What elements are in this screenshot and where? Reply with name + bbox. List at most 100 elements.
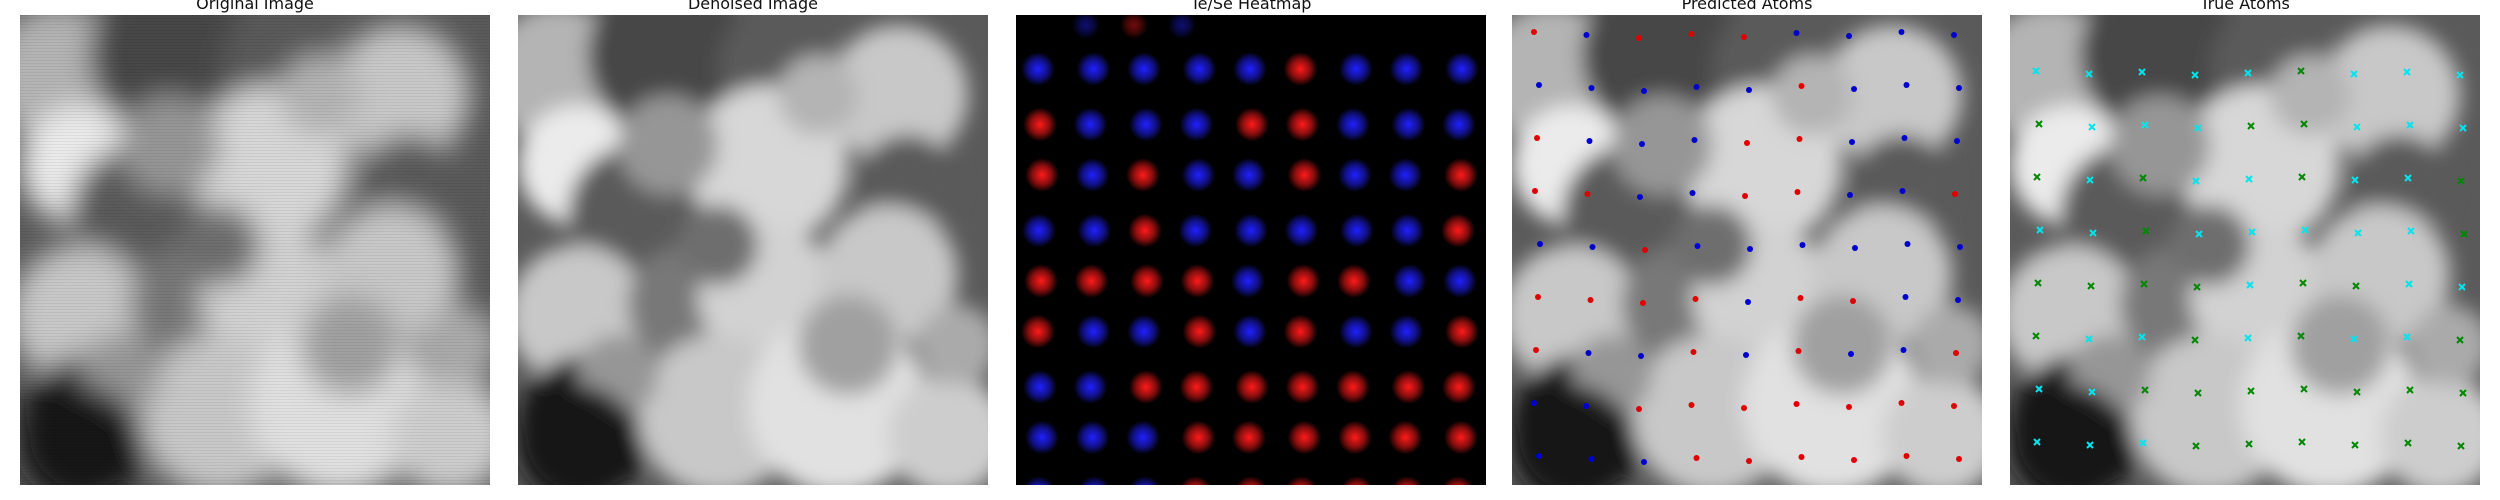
heatmap-peak-se xyxy=(1073,370,1108,404)
predicted-atom-se xyxy=(1586,138,1593,144)
true-atom-se xyxy=(2085,335,2093,343)
true-atom-se xyxy=(2194,124,2202,132)
true-atom-te xyxy=(2035,120,2043,128)
true-atom-se xyxy=(2456,71,2464,79)
predicted-atom-te xyxy=(1688,402,1695,408)
heatmap-peak-se xyxy=(1075,158,1110,192)
true-atom-te xyxy=(2297,67,2305,75)
predicted-atom-te xyxy=(1531,29,1537,35)
predicted-atom-te xyxy=(1793,401,1800,407)
heatmap-peak-se xyxy=(1233,314,1267,349)
true-atom-te xyxy=(2141,386,2149,394)
predicted-atom-se xyxy=(1583,32,1590,38)
true-atom-te xyxy=(2033,173,2041,181)
true-atom-se xyxy=(2301,226,2309,234)
heatmap-peak-te xyxy=(1336,370,1370,404)
predicted-atom-se xyxy=(1536,82,1542,88)
predicted-atom-te xyxy=(1797,295,1804,301)
true-atom-se xyxy=(2032,67,2040,75)
predicted-atom-te xyxy=(1534,135,1540,141)
predicted-atom-se xyxy=(1846,33,1852,39)
heatmap-peak-se xyxy=(1075,420,1110,455)
heatmap-peak-te xyxy=(1021,314,1055,349)
heatmap-peak-te xyxy=(1388,420,1423,455)
true-atom-se xyxy=(2248,228,2256,236)
true-atom-se xyxy=(2088,388,2096,396)
heatmap-peak-se xyxy=(1232,158,1266,192)
heatmap-image xyxy=(1016,15,1486,485)
predicted-atom-se xyxy=(1851,86,1857,92)
true-atom-te xyxy=(2297,332,2305,340)
heatmap-peak-se xyxy=(1025,420,1059,455)
heatmap-peak-se xyxy=(1390,213,1425,248)
predicted-atom-se xyxy=(1694,243,1701,249)
panel-original: Original Image xyxy=(20,0,490,500)
panel-title-denoised: Denoised Image xyxy=(687,0,819,13)
heatmap-peak-se xyxy=(1126,420,1160,455)
heatmap-peak-te xyxy=(1074,264,1109,298)
heatmap-peak-te xyxy=(1236,476,1266,485)
predicted-atom-te xyxy=(1640,300,1646,306)
heatmap-peak-te xyxy=(1235,107,1269,142)
predicted-atom-se xyxy=(1852,245,1858,251)
heatmap-peak-te xyxy=(1179,370,1214,404)
true-atom-te xyxy=(2456,336,2464,344)
true-atom-te xyxy=(2352,282,2360,290)
predicted-atom-te xyxy=(1951,403,1957,409)
heatmap-peak-te xyxy=(1287,158,1322,192)
heatmap-peak-te xyxy=(1025,158,1059,192)
heatmap-peak-se xyxy=(1338,158,1372,192)
predicted-atom-te xyxy=(1642,247,1648,253)
heatmap-peak-se xyxy=(1284,213,1319,248)
heatmap-peak-se xyxy=(1388,158,1423,192)
heatmap-peak-te xyxy=(1391,370,1426,404)
true-atom-te xyxy=(2087,282,2095,290)
predicted-atom-se xyxy=(1903,82,1910,88)
predicted-atom-se xyxy=(1589,244,1596,250)
predicted-atom-te xyxy=(1742,193,1748,199)
heatmap-peak-faint xyxy=(1072,15,1100,39)
heatmap-peak-se xyxy=(1079,476,1110,485)
panel-title-heatmap: Te/Se Heatmap xyxy=(1190,0,1312,13)
heatmap-peak-te xyxy=(1441,213,1475,248)
panel-title-predicted: Predicted Atoms xyxy=(1681,0,1813,13)
heatmap-peak-se xyxy=(1442,107,1476,142)
predicted-atom-te xyxy=(1741,34,1747,40)
heatmap-peak-se xyxy=(1076,52,1111,86)
true-atom-te xyxy=(2142,227,2150,235)
true-atom-se xyxy=(2089,229,2097,237)
heatmap-background xyxy=(1016,15,1486,485)
predicted-atom-te xyxy=(1956,456,1962,462)
true-atoms-image xyxy=(2010,15,2480,485)
heatmap-peak-se xyxy=(1445,52,1479,86)
heatmap-peak-se xyxy=(1024,476,1054,485)
predicted-atom-se xyxy=(1898,29,1905,35)
predicted-atoms-image xyxy=(1512,15,1982,485)
predicted-atom-se xyxy=(1745,299,1751,305)
original-image xyxy=(20,15,490,485)
predicted-atom-se xyxy=(1536,453,1542,459)
heatmap-peak-te xyxy=(1442,370,1476,404)
predicted-atom-te xyxy=(1794,189,1801,195)
predicted-atom-se xyxy=(1637,194,1643,200)
heatmap-peak-se xyxy=(1181,158,1216,192)
heatmap-peak-se xyxy=(1233,52,1267,86)
true-atom-se xyxy=(2138,68,2146,76)
predicted-atom-te xyxy=(1903,453,1910,459)
predicted-atom-te xyxy=(1850,298,1856,304)
predicted-atom-se xyxy=(1638,353,1644,359)
heatmap-peak-se xyxy=(1392,264,1427,298)
heatmap-peak-te xyxy=(1128,213,1162,248)
panel-true: True Atoms xyxy=(2010,0,2480,500)
predicted-atom-se xyxy=(1641,459,1647,465)
heatmap-peak-se xyxy=(1021,52,1055,86)
true-atom-se xyxy=(2138,333,2146,341)
true-atom-se xyxy=(2350,70,2358,78)
heatmap-peak-te xyxy=(1181,420,1216,455)
predicted-atom-te xyxy=(1636,35,1642,41)
true-atom-se xyxy=(2086,176,2094,184)
predicted-atom-se xyxy=(1902,294,1909,300)
heatmap-peak-se xyxy=(1389,314,1424,349)
predicted-atom-te xyxy=(1953,350,1959,356)
true-atom-se xyxy=(2354,229,2362,237)
